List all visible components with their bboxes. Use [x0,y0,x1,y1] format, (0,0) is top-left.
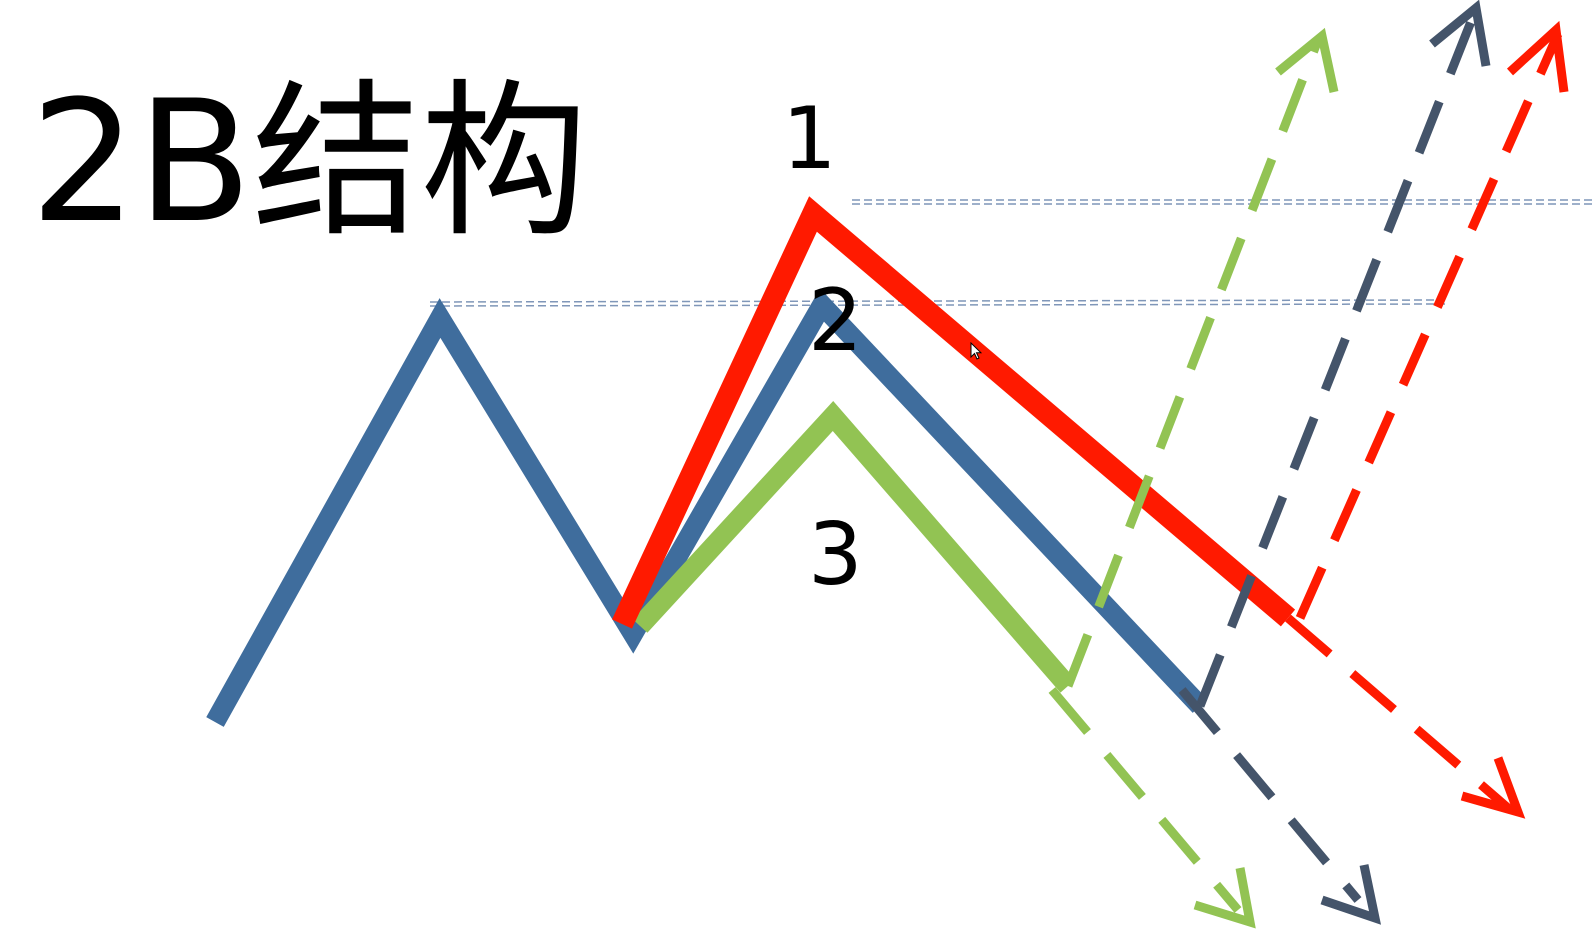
mouse-cursor-icon [970,342,982,360]
label-path-3: 3 [808,505,863,605]
dark-arrow-down-head [1320,864,1382,925]
green-arrow-up-head [1275,27,1339,93]
red-dash-down [1285,614,1511,812]
guide-lines [429,199,1592,307]
red-dashed-arrows [1285,20,1569,819]
label-path-1: 1 [782,89,837,189]
red-arrow-up-head [1506,20,1569,93]
label-path-2: 2 [808,271,863,371]
green-price-line [632,401,1076,693]
dark-dash-down [1178,687,1362,903]
red-price-line [612,196,1296,629]
guide-line-high [852,199,1592,205]
dark-dashed-arrows [1178,0,1491,925]
blue-price-line [206,288,1208,727]
green-dash-up [1063,38,1323,688]
diagram-title: 2B结构 [30,64,589,260]
dark-dash-up [1195,12,1479,708]
dark-arrow-up-head [1429,0,1491,67]
red-dash-up [1295,32,1563,620]
green-dash-down [1048,687,1242,913]
green-dashed-arrows [1048,27,1339,929]
green-arrow-down-head [1193,867,1256,929]
red-arrow-down-head [1460,756,1526,819]
guide-line-low [429,299,1446,307]
